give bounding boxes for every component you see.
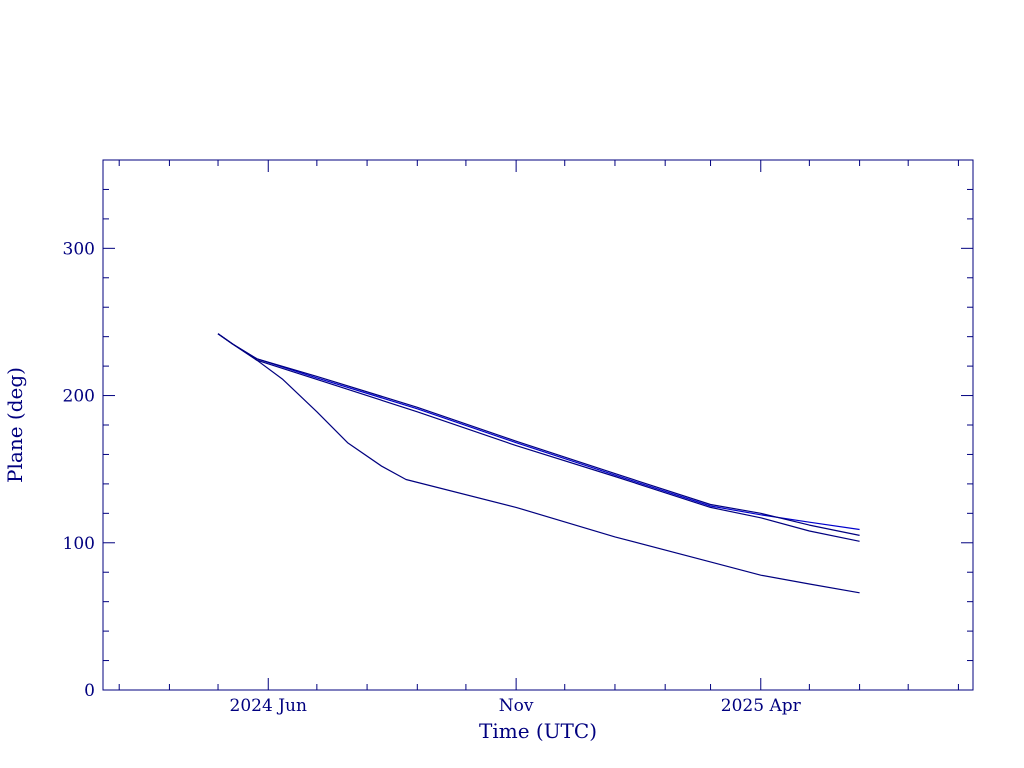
x-tick-label: 2025 Apr [721,696,802,716]
y-axis-title: Plane (deg) [3,367,27,483]
x-tick-label: Nov [499,696,534,716]
x-axis-title: Time (UTC) [479,719,597,743]
y-tick-label: 200 [63,387,95,407]
tick-labels: 0 100 200 300 2024 Jun Nov 2025 Apr [63,239,802,716]
series-layer [217,333,860,594]
axis-ticks [103,159,973,691]
series-line-4 [217,333,860,594]
y-tick-label: 0 [84,681,95,701]
series-line-2 [217,333,860,536]
y-tick-label: 300 [63,239,95,259]
y-tick-label: 100 [63,534,95,554]
x-tick-label: 2024 Jun [230,696,307,716]
